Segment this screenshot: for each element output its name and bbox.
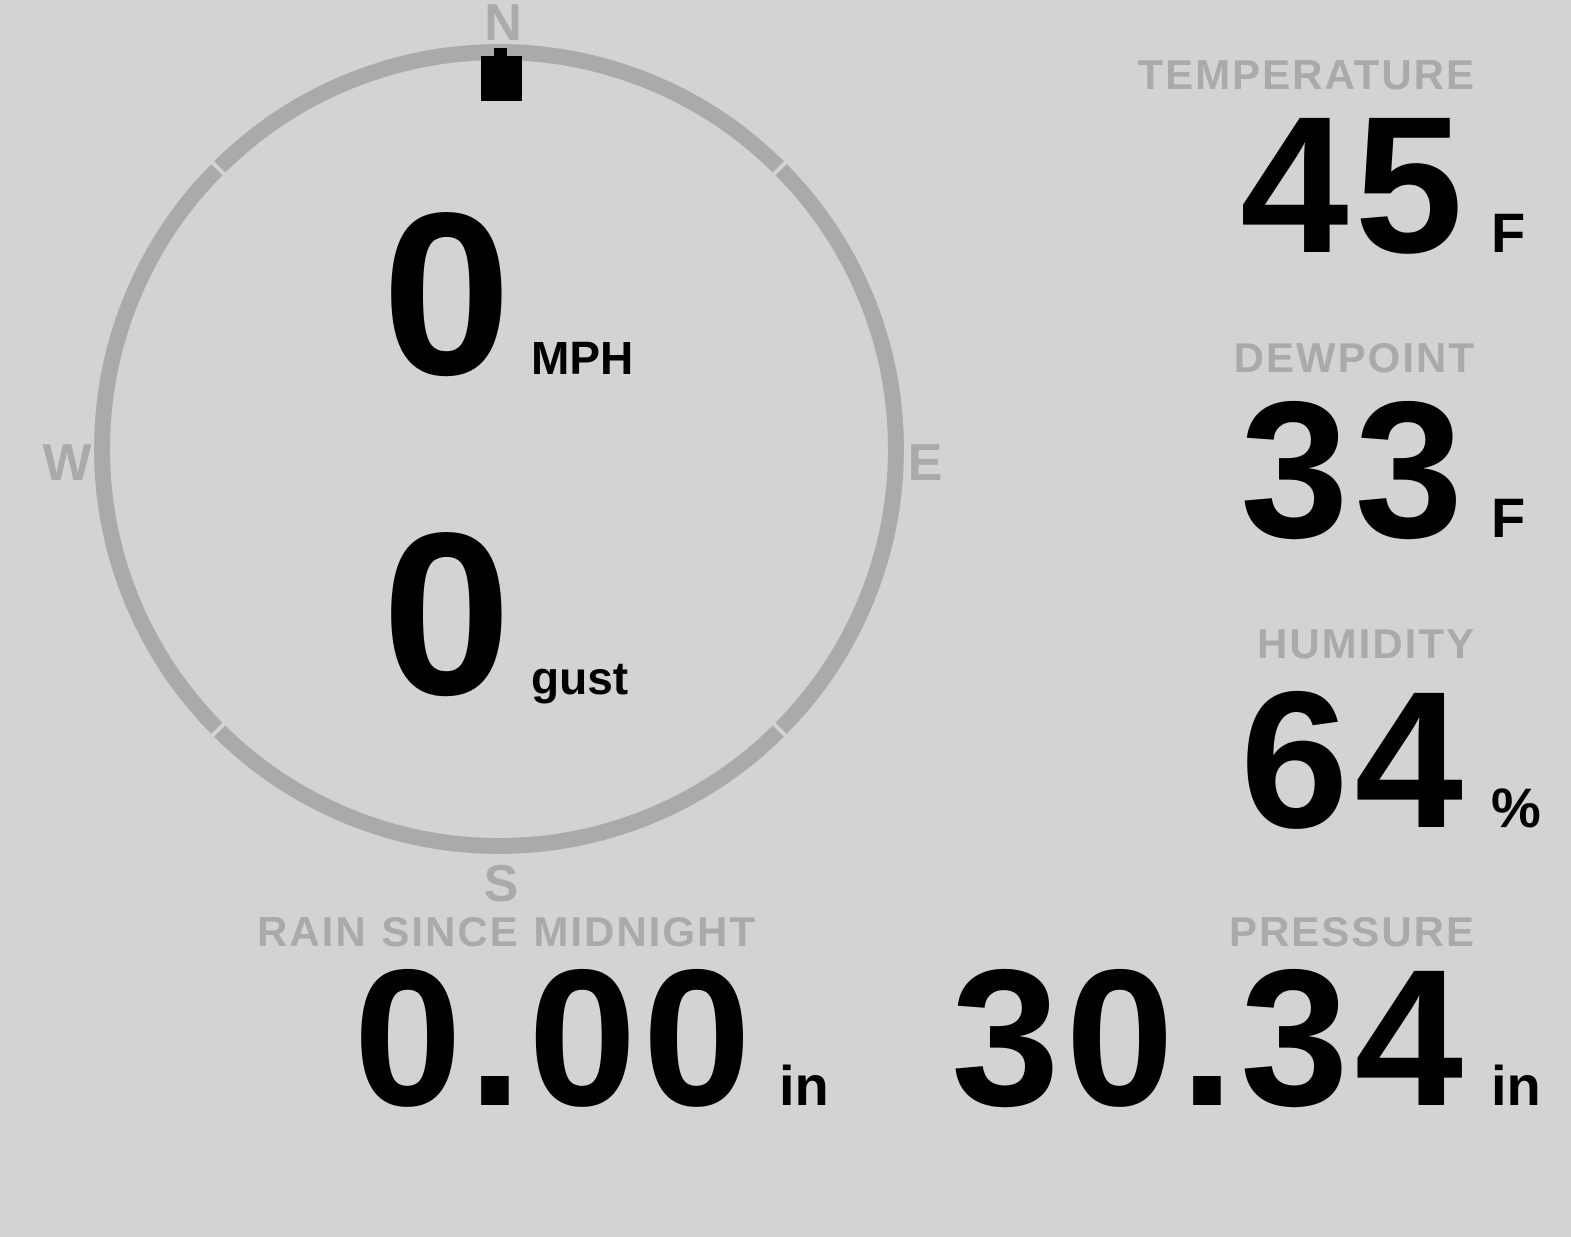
wind-direction-marker-tab bbox=[494, 48, 507, 58]
dewpoint-unit: F bbox=[1491, 486, 1526, 549]
wind-speed-value: 0 bbox=[382, 165, 512, 424]
temperature-label: TEMPERATURE bbox=[1137, 51, 1476, 98]
compass-label-south: S bbox=[483, 855, 519, 913]
dewpoint-value: 33 bbox=[1240, 361, 1469, 579]
compass-tick-nw bbox=[206, 156, 230, 180]
humidity-value-row: 64 % bbox=[1240, 663, 1551, 858]
rain-label: RAIN SINCE MIDNIGHT bbox=[257, 908, 757, 955]
wind-speed-unit: MPH bbox=[531, 332, 634, 384]
humidity-unit: % bbox=[1491, 776, 1541, 839]
humidity-value: 64 bbox=[1240, 651, 1469, 869]
wind-gust-row: 0 gust bbox=[382, 499, 628, 731]
wind-direction-marker bbox=[481, 56, 522, 101]
rain-value-row: 0.00 in bbox=[353, 941, 839, 1136]
pressure-value: 30.34 bbox=[951, 929, 1469, 1147]
dewpoint-value-row: 33 F bbox=[1240, 373, 1551, 568]
wind-gust-value: 0 bbox=[382, 485, 512, 744]
compass-tick-sw bbox=[206, 718, 230, 742]
wind-gust-unit: gust bbox=[531, 652, 629, 704]
pressure-unit: in bbox=[1491, 1054, 1541, 1117]
temperature-value-row: 45 F bbox=[1240, 88, 1551, 283]
rain-unit: in bbox=[779, 1054, 829, 1117]
compass-label-north: N bbox=[484, 0, 522, 52]
rain-value: 0.00 bbox=[353, 929, 757, 1147]
compass-tick-ne bbox=[768, 156, 792, 180]
compass-label-west: W bbox=[42, 434, 92, 492]
pressure-value-row: 30.34 in bbox=[951, 941, 1551, 1136]
wind-speed-row: 0 MPH bbox=[382, 179, 633, 411]
dewpoint-label: DEWPOINT bbox=[1233, 334, 1476, 381]
temperature-value: 45 bbox=[1240, 76, 1469, 294]
compass-label-east: E bbox=[907, 434, 943, 492]
humidity-label: HUMIDITY bbox=[1257, 620, 1476, 667]
pressure-label: PRESSURE bbox=[1228, 908, 1476, 955]
temperature-unit: F bbox=[1491, 201, 1526, 264]
compass-tick-se bbox=[768, 718, 792, 742]
